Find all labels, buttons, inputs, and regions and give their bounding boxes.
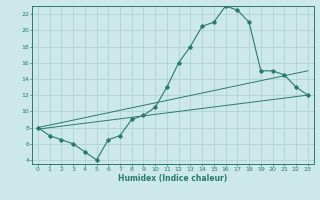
- X-axis label: Humidex (Indice chaleur): Humidex (Indice chaleur): [118, 174, 228, 183]
